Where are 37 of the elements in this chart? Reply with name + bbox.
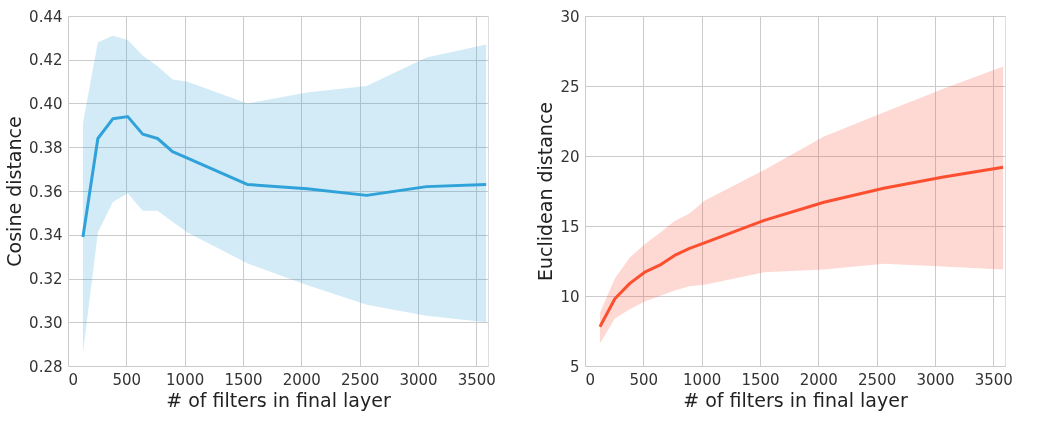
- y-tick-label: 0.36: [29, 182, 63, 201]
- x-tick-label: 500: [112, 370, 142, 389]
- x-tick-label: 3500: [457, 370, 496, 389]
- x-axis-title: # of filters in final layer: [166, 388, 391, 411]
- y-tick-label: 0.42: [29, 51, 63, 70]
- line-series: [81, 115, 488, 239]
- x-tick-label: 2000: [282, 370, 321, 389]
- x-tick-label: 2500: [858, 370, 897, 389]
- y-tick-label: 5: [569, 357, 580, 376]
- x-tick-label: 500: [629, 370, 659, 389]
- line-series: [598, 165, 1005, 329]
- x-tick-label: 2500: [341, 370, 380, 389]
- y-tick-label: 0.38: [29, 138, 63, 157]
- x-tick-label: 3000: [399, 370, 438, 389]
- y-tick-label: 20: [560, 147, 580, 166]
- y-tick-label: 0.44: [29, 7, 63, 26]
- x-tick-label: 1000: [683, 370, 722, 389]
- y-tick-label: 25: [560, 77, 580, 96]
- x-tick-label: 0: [68, 370, 79, 389]
- x-tick-label: 2000: [799, 370, 838, 389]
- y-tick-label: 10: [560, 287, 580, 306]
- y-tick-label: 0.28: [29, 357, 63, 376]
- x-tick-label: 1500: [741, 370, 780, 389]
- y-tick-label: 15: [560, 217, 580, 236]
- x-axis-title: # of filters in final layer: [683, 388, 908, 411]
- y-axis-title: Euclidean distance: [534, 101, 557, 282]
- x-tick-label: 0: [585, 370, 596, 389]
- x-tick-label: 3000: [916, 370, 955, 389]
- y-axis-title: Cosine distance: [3, 116, 26, 267]
- x-tick-label: 1000: [166, 370, 205, 389]
- y-tick-label: 0.34: [29, 226, 63, 245]
- y-tick-label: 0.32: [29, 270, 63, 288]
- x-tick-label: 1500: [224, 370, 263, 389]
- y-tick-label: 0.40: [29, 95, 63, 113]
- y-tick-label: 0.30: [29, 313, 63, 332]
- x-tick-label: 3500: [974, 370, 1013, 389]
- y-tick-label: 30: [560, 7, 580, 26]
